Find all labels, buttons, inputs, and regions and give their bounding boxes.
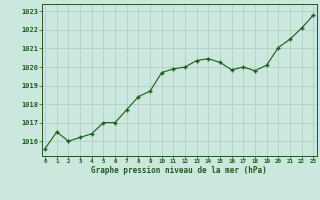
- X-axis label: Graphe pression niveau de la mer (hPa): Graphe pression niveau de la mer (hPa): [91, 166, 267, 175]
